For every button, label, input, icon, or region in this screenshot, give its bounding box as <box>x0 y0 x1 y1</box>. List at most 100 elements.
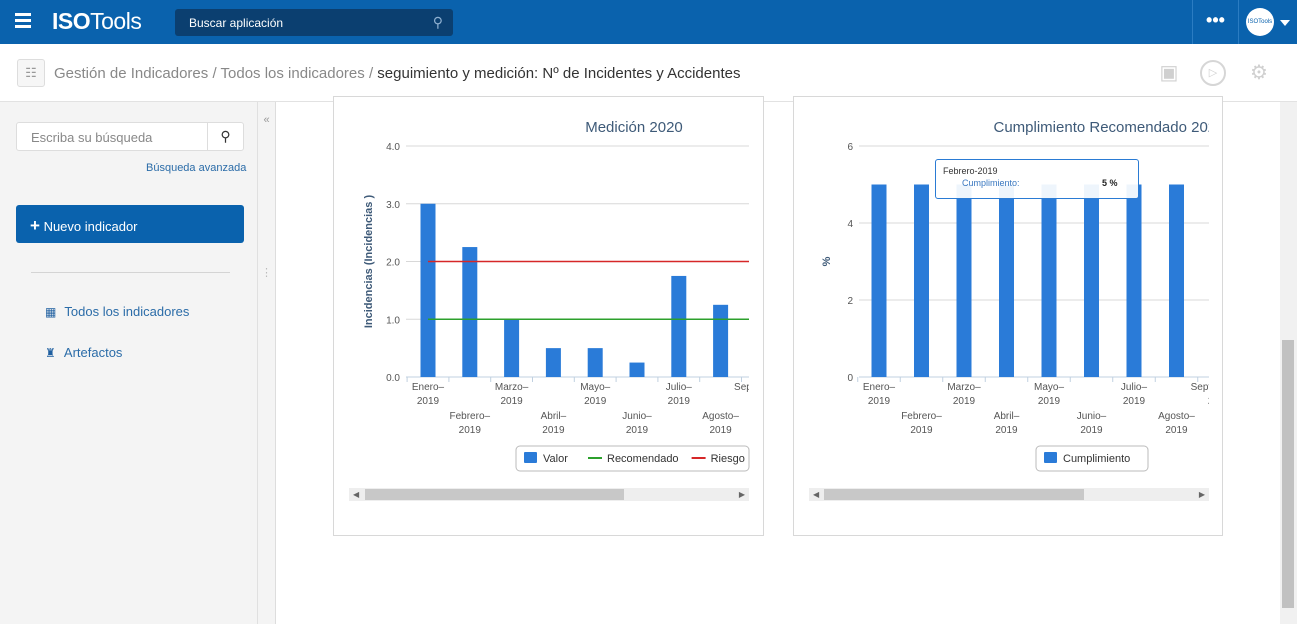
y-tick-label: 4.0 <box>386 142 400 153</box>
legend-swatch <box>524 452 537 463</box>
chart-panel-medicion: Medición 2020 0.0 1.0 2.0 3.0 4.0 Incidencias … <box>333 96 764 536</box>
plus-icon: + <box>30 216 40 235</box>
search-placeholder: Buscar aplicación <box>189 16 284 30</box>
x-tick-label: Mayo– <box>580 382 610 393</box>
bar <box>1041 184 1057 377</box>
y-axis-title: % <box>821 256 833 266</box>
scroll-right-icon[interactable]: ▶ <box>1198 490 1205 499</box>
horizontal-scrollbar[interactable]: ◀ ▶ <box>349 488 749 501</box>
bar <box>999 184 1014 377</box>
divider <box>31 272 230 273</box>
legend-item: Valor <box>543 453 568 465</box>
y-tick-label: 6 <box>847 142 853 153</box>
sidebar-search-input[interactable]: Escriba su búsqueda <box>16 122 208 151</box>
y-tick-label: 0 <box>847 373 853 384</box>
scroll-left-icon[interactable]: ◀ <box>813 490 820 499</box>
breadcrumb: Gestión de Indicadores / Todos los indic… <box>54 65 740 82</box>
logo-rest: Tools <box>90 8 142 34</box>
chevron-down-icon[interactable] <box>1280 20 1290 26</box>
avatar[interactable]: ISOTools <box>1246 8 1274 36</box>
legend-item: Recomendado <box>607 453 679 465</box>
x-tick-label: Abril– <box>541 411 567 422</box>
drag-handle-icon[interactable]: ⋮ <box>261 267 272 279</box>
y-tick-label: 0.0 <box>386 373 400 384</box>
x-tick-label: Marzo– <box>495 382 529 393</box>
tooltip-category: Febrero-2019 <box>943 166 998 176</box>
vertical-scroll-thumb[interactable] <box>1282 340 1294 608</box>
x-tick-label: 2019 <box>668 396 691 407</box>
chart-medicion: Medición 2020 0.0 1.0 2.0 3.0 4.0 Incidencias … <box>363 119 765 472</box>
x-tick-label: 2019 <box>1165 425 1188 436</box>
y-tick-label: 2 <box>847 296 853 307</box>
chess-rook-icon: ♜ <box>45 346 56 360</box>
traffic-light-icon: ☷ <box>17 59 45 87</box>
tooltip-row: Cumplimiento: 5 % <box>962 178 1131 188</box>
chart-title: Medición 2020 <box>585 119 683 136</box>
x-tick-label: Julio– <box>666 382 693 393</box>
x-tick-label: Enero– <box>863 382 896 393</box>
bar <box>587 348 603 377</box>
horizontal-scrollbar[interactable]: ◀ ▶ <box>809 488 1209 501</box>
play-icon[interactable]: ▷ <box>1200 60 1226 86</box>
sidebar <box>0 102 258 624</box>
y-tick-label: 2.0 <box>386 258 400 269</box>
x-tick-label: Septiembre– <box>734 382 765 393</box>
search-icon: ⚲ <box>220 128 231 144</box>
x-tick-label: 2019 <box>459 425 482 436</box>
sidebar-item-artefactos[interactable]: ♜ Artefactos <box>45 345 122 360</box>
bar <box>671 275 687 377</box>
bar <box>914 184 929 377</box>
legend-swatch <box>1044 452 1057 463</box>
bar <box>1126 184 1142 377</box>
search-button[interactable]: ⚲ <box>207 122 244 151</box>
app-search-input[interactable]: Buscar aplicación ⚲ <box>175 9 453 36</box>
tooltip-label: Cumplimiento: <box>962 178 1020 188</box>
grid-icon: ▦ <box>45 305 57 319</box>
sliders-icon[interactable]: ⚙ <box>1250 62 1268 84</box>
breadcrumb-item[interactable]: Todos los indicadores <box>220 65 365 82</box>
search-icon[interactable]: ⚲ <box>432 14 443 30</box>
sidebar-item-todos[interactable]: ▦ Todos los indicadores <box>45 304 189 319</box>
x-tick-label: 2019 <box>953 396 976 407</box>
tooltip-value: 5 % <box>1102 178 1118 188</box>
scroll-left-icon[interactable]: ◀ <box>353 490 360 499</box>
legend <box>515 445 750 472</box>
x-tick-label: Mayo– <box>1034 382 1064 393</box>
breadcrumb-separator: / <box>368 65 374 82</box>
y-tick-label: 3.0 <box>386 200 400 211</box>
bar <box>420 203 436 377</box>
chart-panel-cumplimiento: Cumplimiento Recomendado 2020 0 2 4 6% Enero–… <box>793 96 1223 536</box>
new-indicator-button[interactable]: + Nuevo indicador <box>16 205 244 243</box>
bar <box>871 184 887 377</box>
x-tick-label: Febrero– <box>901 411 942 422</box>
x-tick-label: Enero– <box>412 382 445 393</box>
x-tick-label: 2019 <box>1080 425 1103 436</box>
x-tick-label: 2019 <box>1123 396 1146 407</box>
scroll-thumb[interactable] <box>824 489 1084 500</box>
x-tick-label: Marzo– <box>947 382 981 393</box>
x-tick-label: Abril– <box>994 411 1020 422</box>
advanced-search-link[interactable]: Búsqueda avanzada <box>146 162 247 174</box>
legend <box>1035 445 1149 472</box>
legend-item: Cumplimiento <box>1063 453 1130 465</box>
sidebar-collapse-handle[interactable]: «⋮ <box>258 102 276 624</box>
chart-tooltip: Febrero-2019 Cumplimiento: 5 % <box>935 159 1139 199</box>
menu-icon[interactable] <box>15 13 31 29</box>
chart-cumplimiento: Cumplimiento Recomendado 2020 0 2 4 6% Enero–… <box>821 119 1224 472</box>
x-tick-label: Agosto– <box>702 411 739 422</box>
y-tick-label: 4 <box>847 219 853 230</box>
scroll-right-icon[interactable]: ▶ <box>738 490 745 499</box>
x-tick-label: Febrero– <box>450 411 491 422</box>
logo[interactable]: ISOTools <box>52 8 142 35</box>
sidebar-item-label: Artefactos <box>63 345 123 360</box>
collapse-icon[interactable]: « <box>263 114 270 126</box>
bar <box>713 304 729 377</box>
x-tick-label: 2019 <box>542 425 565 436</box>
breadcrumb-item[interactable]: Gestión de Indicadores <box>54 65 209 82</box>
scroll-thumb[interactable] <box>365 489 624 500</box>
video-camera-icon[interactable]: ▣ <box>1159 62 1179 84</box>
x-tick-label: 2019 <box>995 425 1018 436</box>
x-tick-label: 2019 <box>751 396 765 407</box>
more-button[interactable]: ••• <box>1192 0 1239 44</box>
chart-title: Cumplimiento Recomendado 2020 <box>994 119 1224 136</box>
